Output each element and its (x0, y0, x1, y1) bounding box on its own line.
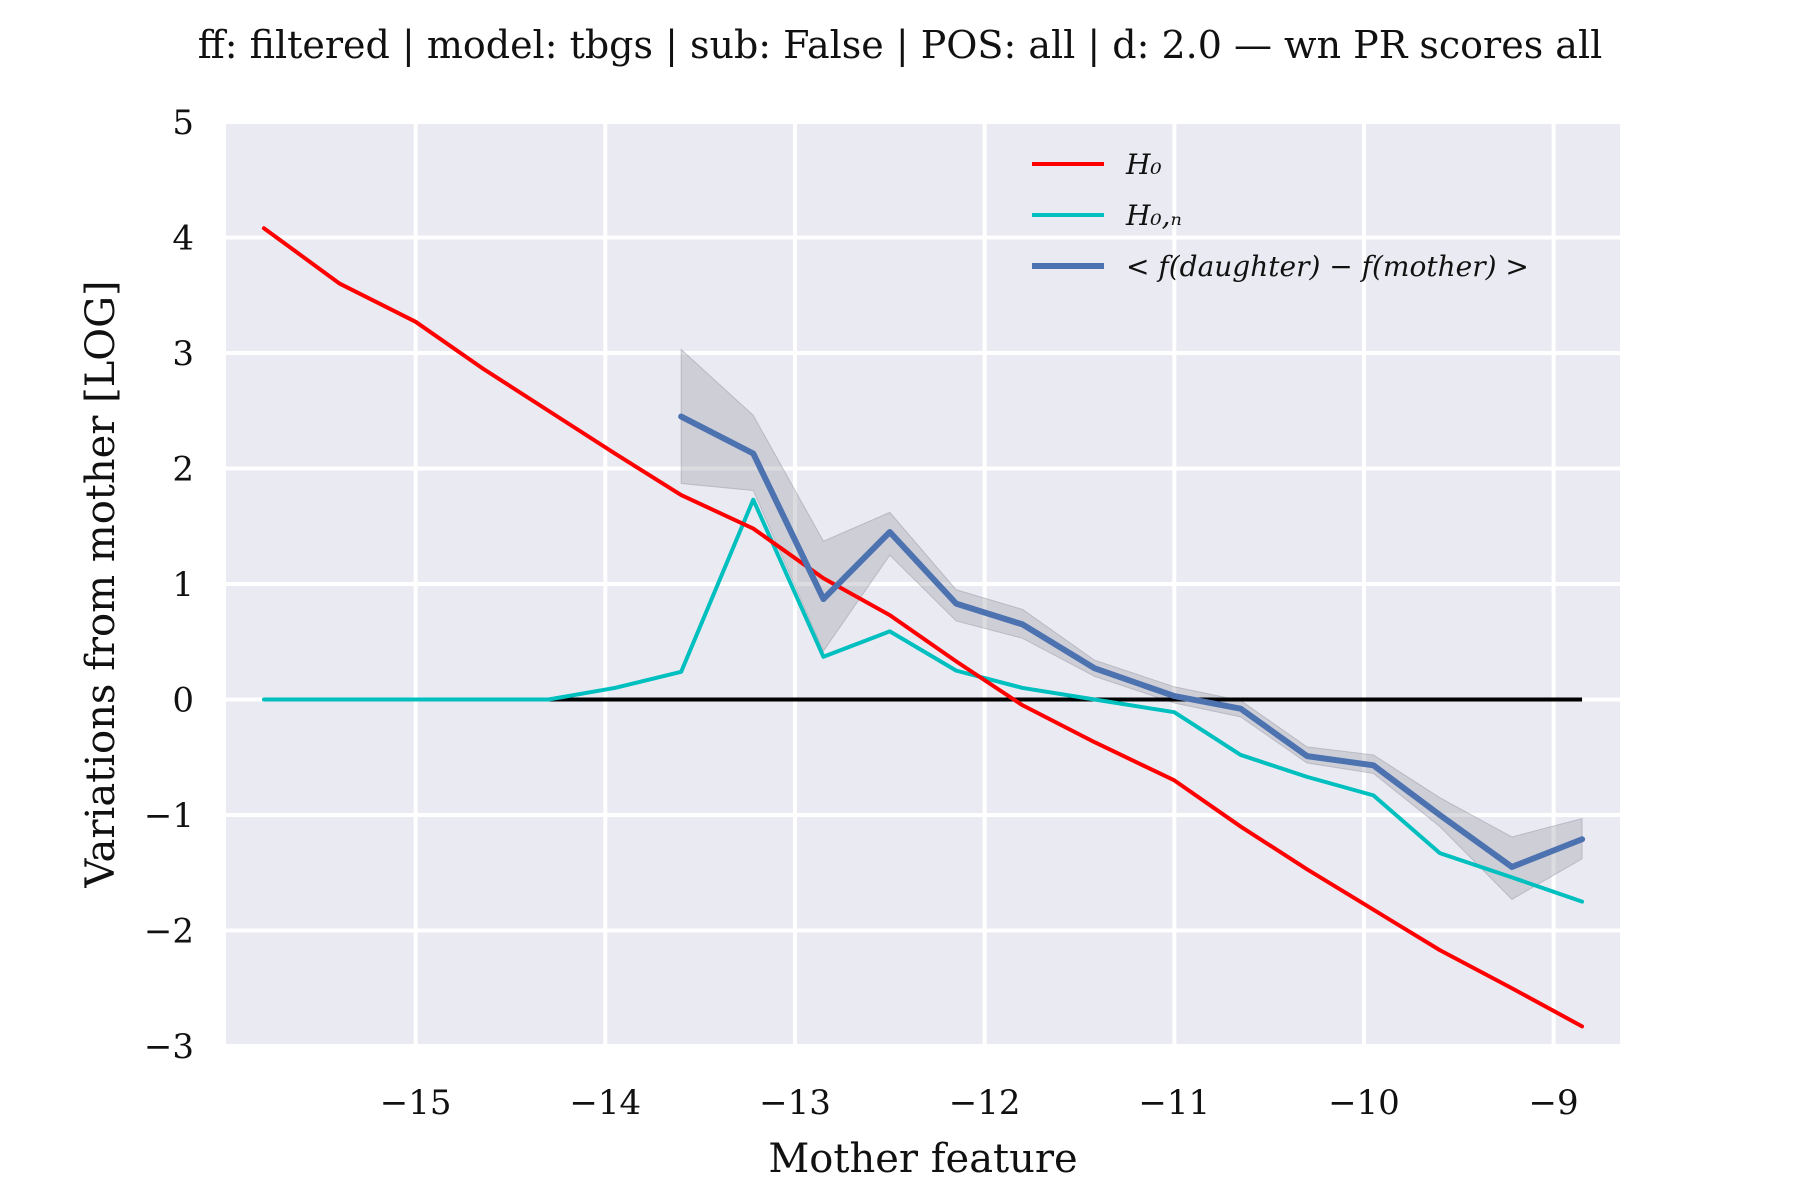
series-line-2 (261, 497, 1585, 904)
y-tick-label: 2 (172, 450, 194, 490)
y-tick-label: −2 (144, 912, 194, 952)
y-tick-label: −1 (144, 796, 194, 836)
x-tick-label: −15 (380, 1083, 452, 1123)
y-tick-label: −3 (144, 1027, 194, 1067)
series-lines (261, 226, 1586, 1029)
legend-label-2: H₀,ₙ (1125, 199, 1182, 232)
legend-label-3: < f(daughter) − f(mother) > (1126, 250, 1529, 283)
x-tick-label: −11 (1138, 1083, 1210, 1123)
y-axis-label: Variations from mother [LOG] (78, 280, 124, 888)
y-tick-label: 3 (172, 334, 194, 374)
x-tick-label: −13 (759, 1083, 831, 1123)
x-tick-label: −14 (569, 1083, 641, 1123)
y-tick-label: 5 (172, 103, 194, 143)
y-tick-label: 4 (172, 219, 194, 259)
y-tick-labels: −3 −2 −1 0 1 2 3 4 5 (144, 103, 194, 1067)
y-tick-label: 1 (172, 565, 194, 605)
y-tick-label: 0 (172, 681, 194, 721)
legend: H₀ H₀,ₙ < f(daughter) − f(mother) > (1032, 148, 1529, 283)
x-axis-label: Mother feature (768, 1136, 1077, 1182)
chart-title: ff: filtered | model: tbgs | sub: False … (198, 23, 1603, 67)
x-tick-label: −10 (1328, 1083, 1400, 1123)
x-tick-label: −12 (949, 1083, 1021, 1123)
series-line-1 (261, 226, 1585, 1029)
series-line-3 (678, 413, 1586, 870)
x-tick-label: −9 (1529, 1083, 1579, 1123)
x-tick-labels: −15 −14 −13 −12 −11 −10 −9 (380, 1083, 1579, 1123)
legend-label-1: H₀ (1125, 148, 1162, 181)
